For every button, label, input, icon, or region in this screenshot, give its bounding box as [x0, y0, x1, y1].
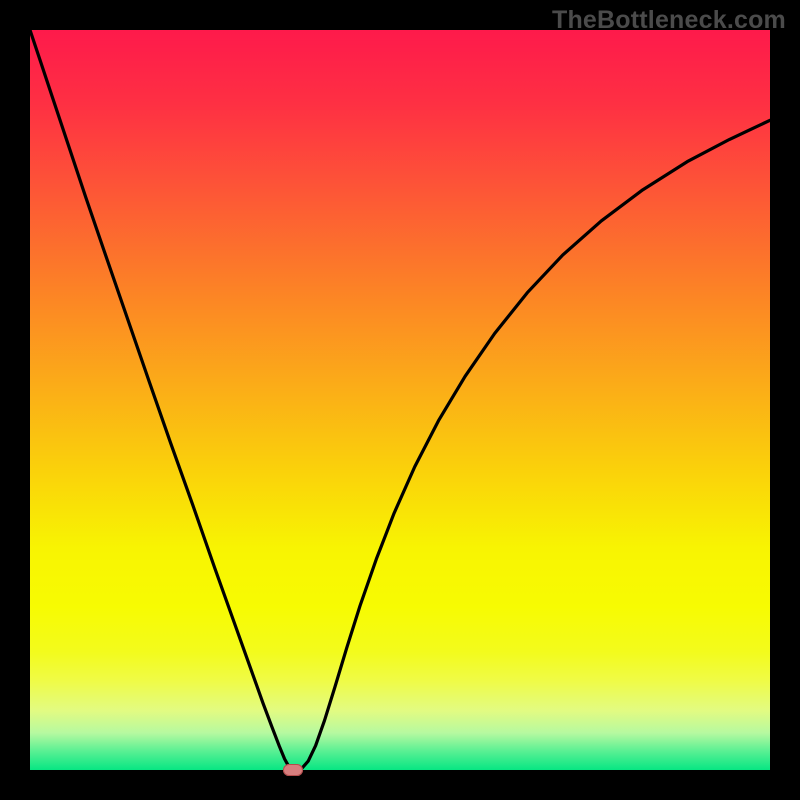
plot-area	[30, 30, 770, 770]
bottleneck-curve	[30, 30, 770, 770]
optimal-point-marker	[283, 764, 303, 776]
chart-container: TheBottleneck.com	[0, 0, 800, 800]
watermark-text: TheBottleneck.com	[552, 6, 786, 35]
